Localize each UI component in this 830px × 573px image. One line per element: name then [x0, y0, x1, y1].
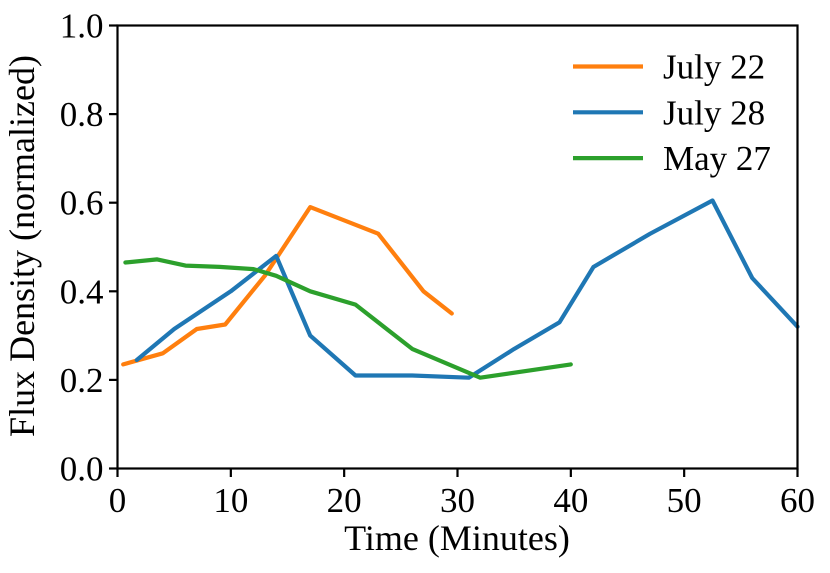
x-axis-label: Time (Minutes)	[344, 518, 570, 558]
y-tick-label: 0.0	[60, 450, 104, 489]
plot-border	[116, 24, 799, 470]
legend-item-july-22: July 22	[573, 48, 765, 87]
x-tick-label: 40	[553, 481, 588, 520]
legend-label: May 27	[663, 139, 771, 178]
x-tick-label: 50	[667, 481, 702, 520]
x-tick-label: 60	[780, 481, 815, 520]
series-line-july-28	[134, 198, 800, 380]
x-tick-label: 0	[109, 481, 127, 520]
x-tick-label: 30	[440, 481, 475, 520]
legend: July 22 July 28 May 27	[573, 48, 771, 178]
x-tick-label: 10	[213, 481, 248, 520]
legend-item-may-27: May 27	[573, 139, 771, 178]
y-tick-label: 0.4	[60, 272, 104, 311]
axis-ticks: 0 10 20 30 40 50 60 0.0 0.2 0.4 0.6 0.8 1.0	[60, 7, 815, 521]
legend-label: July 28	[663, 93, 765, 132]
y-axis-label: Flux Density (normalized)	[2, 55, 42, 437]
legend-label: July 22	[663, 48, 765, 87]
series-line-may-27	[123, 257, 573, 380]
y-tick-label: 1.0	[60, 7, 104, 46]
x-tick-label: 20	[327, 481, 362, 520]
plot-series	[121, 198, 800, 380]
y-tick-label: 0.2	[60, 361, 104, 400]
legend-item-july-28: July 28	[573, 93, 765, 132]
series-line-july-22	[121, 205, 454, 367]
y-tick-label: 0.8	[60, 95, 104, 134]
y-tick-label: 0.6	[60, 184, 104, 223]
